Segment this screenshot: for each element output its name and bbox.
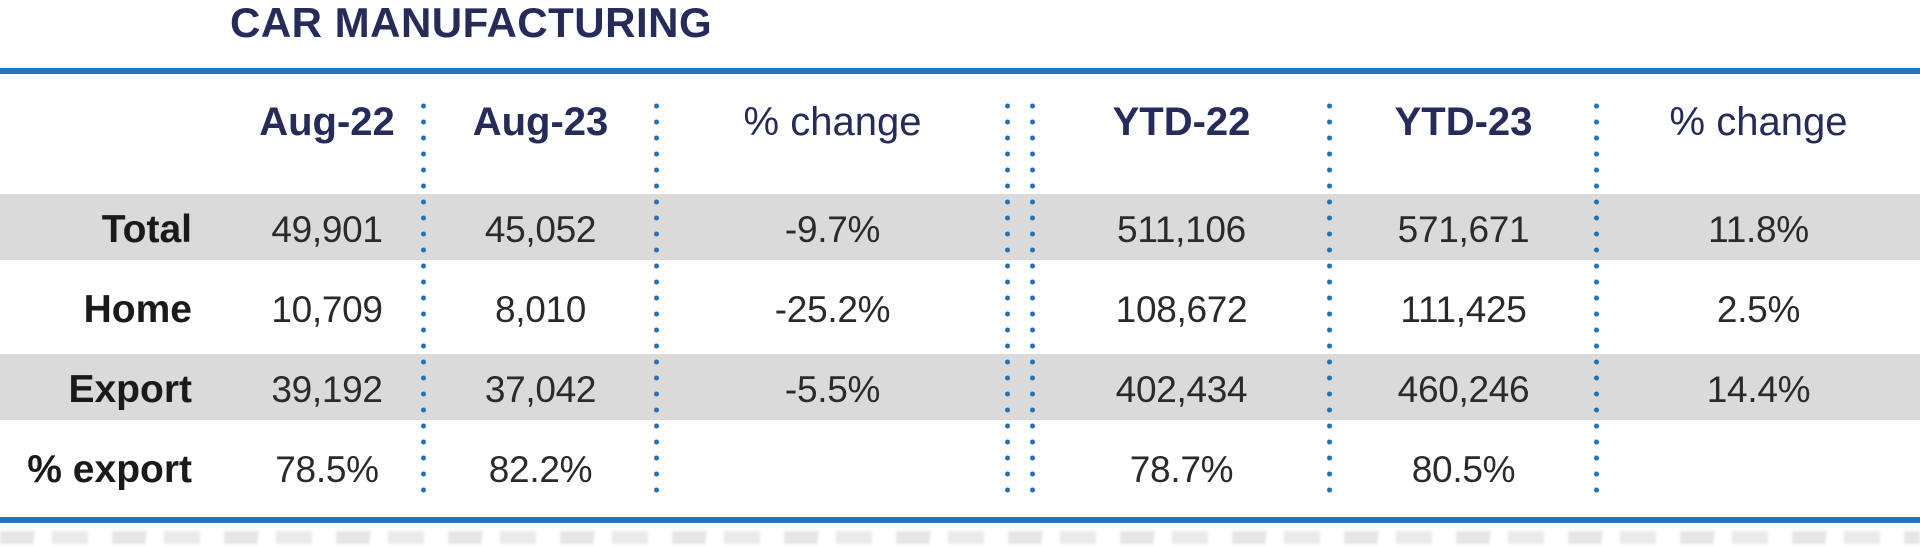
dotted-group-separator-left (1005, 98, 1010, 500)
cropped-next-row-artifact (0, 531, 1920, 544)
dotted-group-separator-right (1030, 98, 1035, 500)
cell-export-aug-23: 37,042 (484, 369, 597, 410)
table-row-pct-export: % export 78.5% 82.2% 78.7% 80.5% (0, 430, 1920, 510)
header-cell-ytd-pct-change: % change (1669, 99, 1848, 144)
row-label: Total (101, 208, 192, 251)
cell-export-ytd-22: 402,434 (1115, 369, 1248, 410)
dotted-column-separator (654, 98, 659, 500)
table-row-total: Total 49,901 45,052 -9.7% 511,106 571,67… (0, 190, 1920, 270)
cell-total-ytd-22: 511,106 (1117, 209, 1246, 250)
cell-pct-export-aug-22: 78.5% (275, 449, 379, 490)
dotted-column-separator (421, 98, 426, 500)
cell-home-ytd-pct: 2.5% (1716, 289, 1801, 330)
header-cell-aug-23: Aug-23 (472, 99, 609, 144)
header-row: Aug-22 Aug-23 % change YTD-22 YTD-23 % c… (0, 74, 1920, 190)
cell-total-ytd-23: 571,671 (1397, 209, 1530, 250)
cell-home-month-pct: -25.2% (774, 289, 891, 330)
row-label: Home (83, 288, 192, 331)
header-cell-ytd-22: YTD-22 (1112, 99, 1251, 144)
row-label: % export (27, 448, 192, 491)
cell-home-aug-22: 10,709 (271, 289, 383, 330)
header-cell-month-pct-change: % change (743, 99, 922, 144)
cell-export-aug-22: 39,192 (271, 369, 383, 410)
cell-total-aug-23: 45,052 (484, 209, 597, 250)
cell-total-month-pct: -9.7% (784, 209, 881, 250)
figure-title: CAR MANUFACTURING (230, 0, 713, 46)
cell-home-aug-23: 8,010 (494, 289, 587, 330)
cell-total-ytd-pct: 11.8% (1708, 209, 1809, 250)
data-table: Aug-22 Aug-23 % change YTD-22 YTD-23 % c… (0, 74, 1920, 510)
cell-total-aug-22: 49,901 (271, 209, 383, 250)
cell-pct-export-ytd-23: 80.5% (1411, 449, 1516, 490)
dotted-column-separator (1327, 98, 1332, 500)
header-cell-ytd-23: YTD-23 (1394, 99, 1533, 144)
top-divider-rule (0, 68, 1920, 74)
cell-pct-export-aug-23: 82.2% (488, 449, 593, 490)
cell-export-ytd-23: 460,246 (1397, 369, 1530, 410)
dotted-column-separator (1594, 98, 1599, 500)
cell-export-month-pct: -5.5% (784, 369, 881, 410)
header-cell-aug-22: Aug-22 (259, 99, 395, 144)
table-row-export: Export 39,192 37,042 -5.5% 402,434 460,2… (0, 350, 1920, 430)
table-row-home: Home 10,709 8,010 -25.2% 108,672 111,425… (0, 270, 1920, 350)
bottom-divider-rule (0, 517, 1920, 523)
cell-pct-export-ytd-22: 78.7% (1129, 449, 1234, 490)
row-label: Export (68, 368, 192, 411)
cell-home-ytd-23: 111,425 (1400, 289, 1527, 330)
cell-export-ytd-pct: 14.4% (1706, 369, 1811, 410)
cell-home-ytd-22: 108,672 (1115, 289, 1248, 330)
